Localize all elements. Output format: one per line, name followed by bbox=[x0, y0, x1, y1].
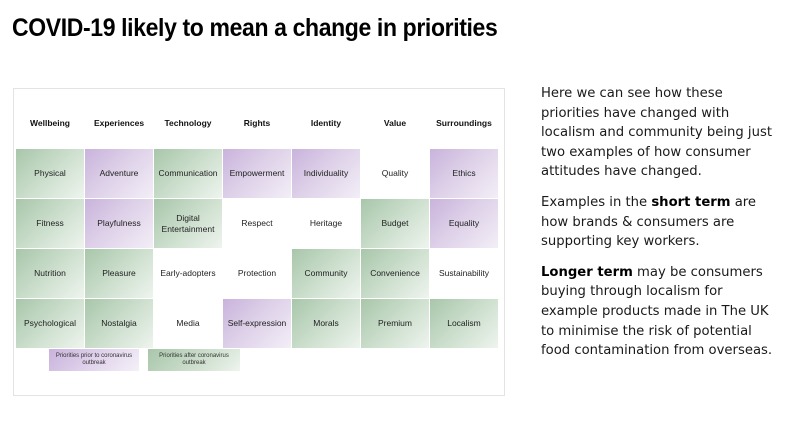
paragraph-short-term: Examples in the short term are how brand… bbox=[541, 193, 781, 252]
long-term-emphasis: Longer term bbox=[541, 264, 633, 280]
priority-cell: Individuality bbox=[292, 149, 360, 198]
header-spacer bbox=[154, 137, 222, 149]
priority-cell: Ethics bbox=[430, 149, 498, 198]
priorities-table-panel: Wellbeing Experiences Technology Rights Iden… bbox=[13, 88, 505, 396]
priority-cell: Empowerment bbox=[223, 149, 291, 198]
priority-cell: Premium bbox=[361, 299, 429, 348]
header-spacer bbox=[292, 137, 360, 149]
header-spacer bbox=[430, 137, 498, 149]
short-term-lead: Examples in the bbox=[541, 194, 652, 210]
priority-cell: Self-expression bbox=[223, 299, 291, 348]
header-spacer bbox=[16, 137, 84, 149]
paragraph-overview: Here we can see how these priorities hav… bbox=[541, 86, 772, 180]
priority-cell: Digital Entertainment bbox=[154, 199, 222, 248]
legend-after-outbreak: Priorities after coronavirus outbreak bbox=[148, 349, 240, 371]
short-term-text: are how brands & consumers are supportin… bbox=[541, 194, 757, 250]
priority-cell: Protection bbox=[223, 249, 291, 298]
priority-cell: Playfulness bbox=[85, 199, 153, 248]
side-commentary: Here we can see how these priorities hav… bbox=[541, 84, 781, 372]
header-spacer bbox=[85, 137, 153, 149]
priority-cell: Equality bbox=[430, 199, 498, 248]
column-header: Value bbox=[383, 118, 407, 128]
priorities-table: Wellbeing Experiences Technology Rights Iden… bbox=[16, 109, 498, 349]
priority-cell: Morals bbox=[292, 299, 360, 348]
priority-cell: Convenience bbox=[361, 249, 429, 298]
priority-cell: Media bbox=[154, 299, 222, 348]
priority-cell: Physical bbox=[16, 149, 84, 198]
priority-cell: Pleasure bbox=[85, 249, 153, 298]
column-header: Identity bbox=[310, 118, 342, 128]
priority-cell: Psychological bbox=[16, 299, 84, 348]
column-header: Experiences bbox=[93, 118, 145, 128]
column-header: Wellbeing bbox=[30, 118, 70, 128]
priority-cell: Localism bbox=[430, 299, 498, 348]
priority-cell: Respect bbox=[223, 199, 291, 248]
priority-cell: Nostalgia bbox=[85, 299, 153, 348]
priority-cell: Quality bbox=[361, 149, 429, 198]
priority-cell: Heritage bbox=[292, 199, 360, 248]
header-spacer bbox=[361, 137, 429, 149]
long-term-text: may be consumers buying through localism… bbox=[541, 264, 773, 359]
short-term-emphasis: short term bbox=[651, 194, 731, 210]
priority-cell: Sustainability bbox=[430, 249, 498, 298]
legend-before-outbreak: Priorities prior to coronavirus outbreak bbox=[49, 349, 139, 371]
slide-title: COVID-19 likely to mean a change in prio… bbox=[12, 14, 498, 42]
priority-cell: Early-adopters bbox=[154, 249, 222, 298]
priority-cell: Adventure bbox=[85, 149, 153, 198]
priority-cell: Fitness bbox=[16, 199, 84, 248]
header-spacer bbox=[223, 137, 291, 149]
column-header: Technology bbox=[164, 118, 212, 128]
paragraph-long-term: Longer term may be consumers buying thro… bbox=[541, 263, 781, 361]
column-header: Surroundings bbox=[436, 118, 492, 128]
priority-cell: Community bbox=[292, 249, 360, 298]
priority-cell: Nutrition bbox=[16, 249, 84, 298]
column-header: Rights bbox=[243, 118, 271, 128]
priority-cell: Communication bbox=[154, 149, 222, 198]
priority-cell: Budget bbox=[361, 199, 429, 248]
